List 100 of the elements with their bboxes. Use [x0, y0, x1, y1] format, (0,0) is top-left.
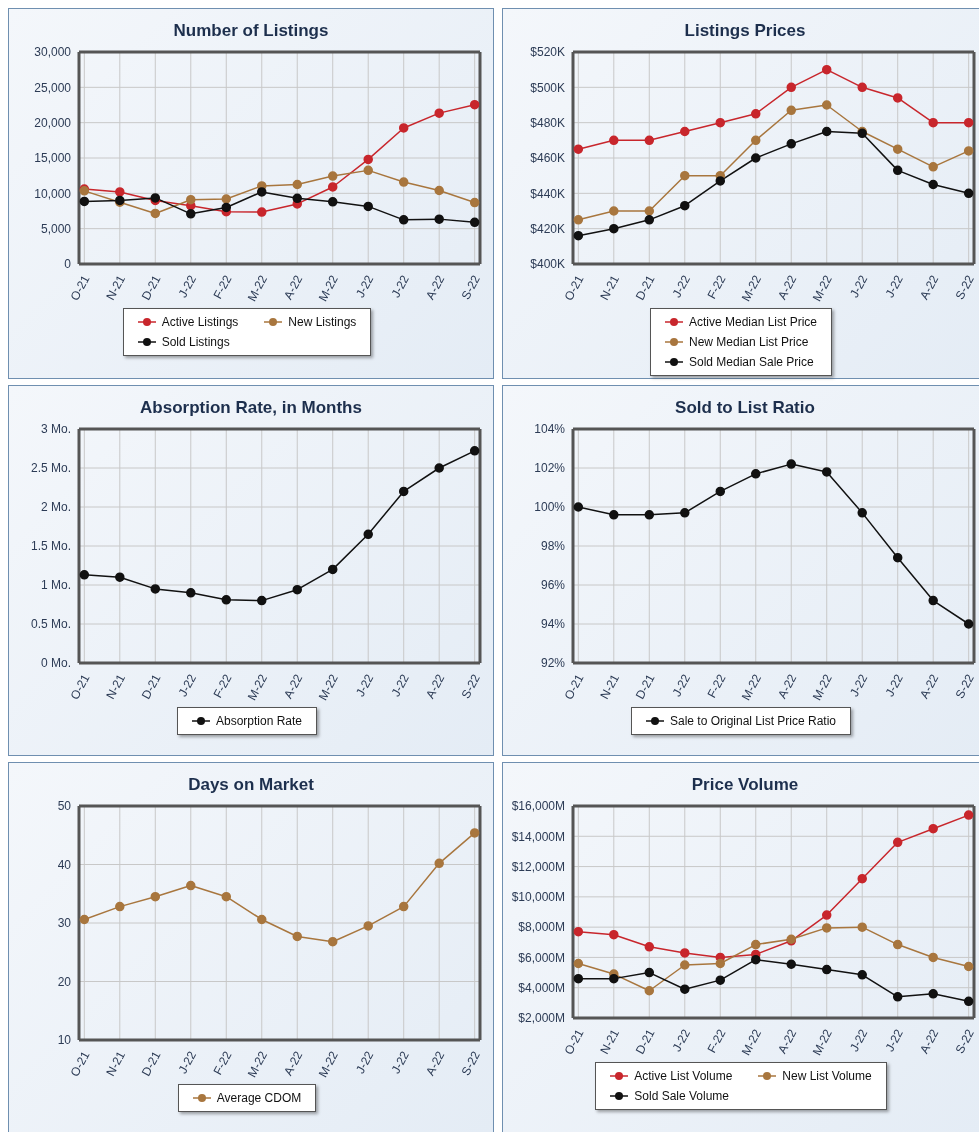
point: [150, 891, 161, 902]
y-tick-label: 0: [64, 257, 72, 272]
point: [821, 126, 832, 137]
x-tick-label: F-22: [704, 1026, 729, 1056]
y-tick-label: $14,000M: [511, 829, 565, 844]
x-tick-label: S-22: [458, 671, 483, 701]
point: [928, 179, 938, 190]
y-tick-label: 10,000: [34, 186, 72, 201]
point: [928, 595, 938, 606]
x-tick-label: D-21: [632, 272, 658, 303]
x-tick-label: S-22: [952, 671, 977, 701]
x-tick-label: M-22: [244, 272, 271, 304]
point: [892, 165, 903, 176]
point: [963, 961, 974, 972]
y-tick-label: $440K: [530, 186, 565, 201]
y-tick-label: 96%: [540, 578, 566, 593]
legend-label: New List Volume: [782, 1069, 872, 1083]
y-tick-label: $420K: [530, 221, 565, 236]
y-tick-label: 102%: [534, 461, 566, 476]
point: [786, 959, 796, 969]
point: [150, 584, 161, 594]
point: [609, 206, 619, 216]
x-tick-label: J-22: [175, 1048, 200, 1077]
point: [857, 873, 867, 884]
x-tick-label: O-21: [67, 671, 93, 702]
point: [150, 208, 161, 219]
x-tick-label: J-22: [353, 272, 377, 301]
point: [363, 201, 373, 212]
x-tick-label: M-22: [809, 272, 836, 304]
point: [327, 197, 338, 207]
y-tick-label: $2,000M: [518, 1011, 565, 1026]
point: [857, 922, 867, 932]
point: [609, 929, 619, 940]
point: [821, 964, 832, 975]
point: [715, 117, 726, 128]
point: [434, 214, 444, 224]
x-tick-label: M-22: [809, 1026, 836, 1058]
point: [963, 996, 974, 1007]
point: [257, 595, 267, 606]
x-tick-label: S-22: [458, 1048, 483, 1078]
point: [469, 446, 480, 456]
point: [928, 823, 938, 834]
point: [821, 467, 832, 477]
y-tick-label: 100%: [534, 500, 566, 515]
x-tick-label: M-22: [738, 671, 765, 703]
point: [186, 209, 196, 219]
point: [609, 973, 619, 984]
y-tick-label: $16,000M: [511, 799, 565, 814]
point: [680, 170, 690, 181]
point: [644, 135, 655, 146]
x-tick-label: J-22: [388, 1048, 413, 1077]
chart-title: Number of Listings: [172, 21, 330, 42]
point: [786, 82, 796, 93]
point: [751, 469, 761, 479]
point: [751, 939, 761, 950]
x-tick-label: J-22: [669, 1026, 694, 1055]
point: [644, 967, 655, 978]
point: [928, 989, 938, 999]
x-tick-label: O-21: [561, 1026, 587, 1057]
point: [928, 117, 938, 128]
legend-label: Sale to Original List Price Ratio: [669, 714, 837, 728]
x-tick-label: M-22: [244, 1048, 271, 1080]
point: [609, 223, 619, 234]
x-tick-label: F-22: [210, 272, 235, 302]
point: [469, 828, 480, 838]
legend-label: New Median List Price: [688, 335, 809, 349]
x-tick-label: J-22: [669, 671, 694, 700]
y-tick-label: 50: [57, 799, 72, 814]
point: [715, 176, 726, 186]
point: [363, 165, 373, 176]
point: [715, 486, 726, 497]
x-tick-label: S-22: [952, 1026, 977, 1056]
point: [963, 619, 974, 629]
point: [221, 595, 232, 605]
y-tick-label: 2 Mo.: [40, 500, 71, 515]
legend-label: Active Listings: [161, 315, 239, 329]
x-tick-label: S-22: [952, 272, 977, 302]
point: [434, 108, 444, 118]
point: [644, 510, 655, 520]
point: [398, 901, 409, 912]
y-tick-label: $4,000M: [518, 980, 565, 995]
point: [751, 109, 761, 119]
legend-label: Absorption Rate: [215, 714, 303, 728]
y-tick-label: 92%: [540, 656, 566, 671]
point: [751, 135, 761, 146]
point: [327, 182, 338, 192]
point: [363, 529, 373, 540]
point: [892, 837, 903, 848]
x-tick-label: O-21: [67, 1048, 93, 1079]
y-tick-label: $480K: [530, 115, 565, 130]
point: [398, 177, 409, 187]
point: [327, 171, 338, 181]
y-tick-label: 20,000: [34, 115, 72, 130]
x-tick-label: A-22: [281, 671, 306, 701]
point: [821, 64, 832, 75]
x-tick-label: J-22: [388, 671, 413, 700]
point: [715, 975, 726, 985]
x-tick-label: N-21: [103, 671, 129, 702]
y-tick-label: 30,000: [34, 45, 72, 60]
point: [892, 939, 903, 950]
